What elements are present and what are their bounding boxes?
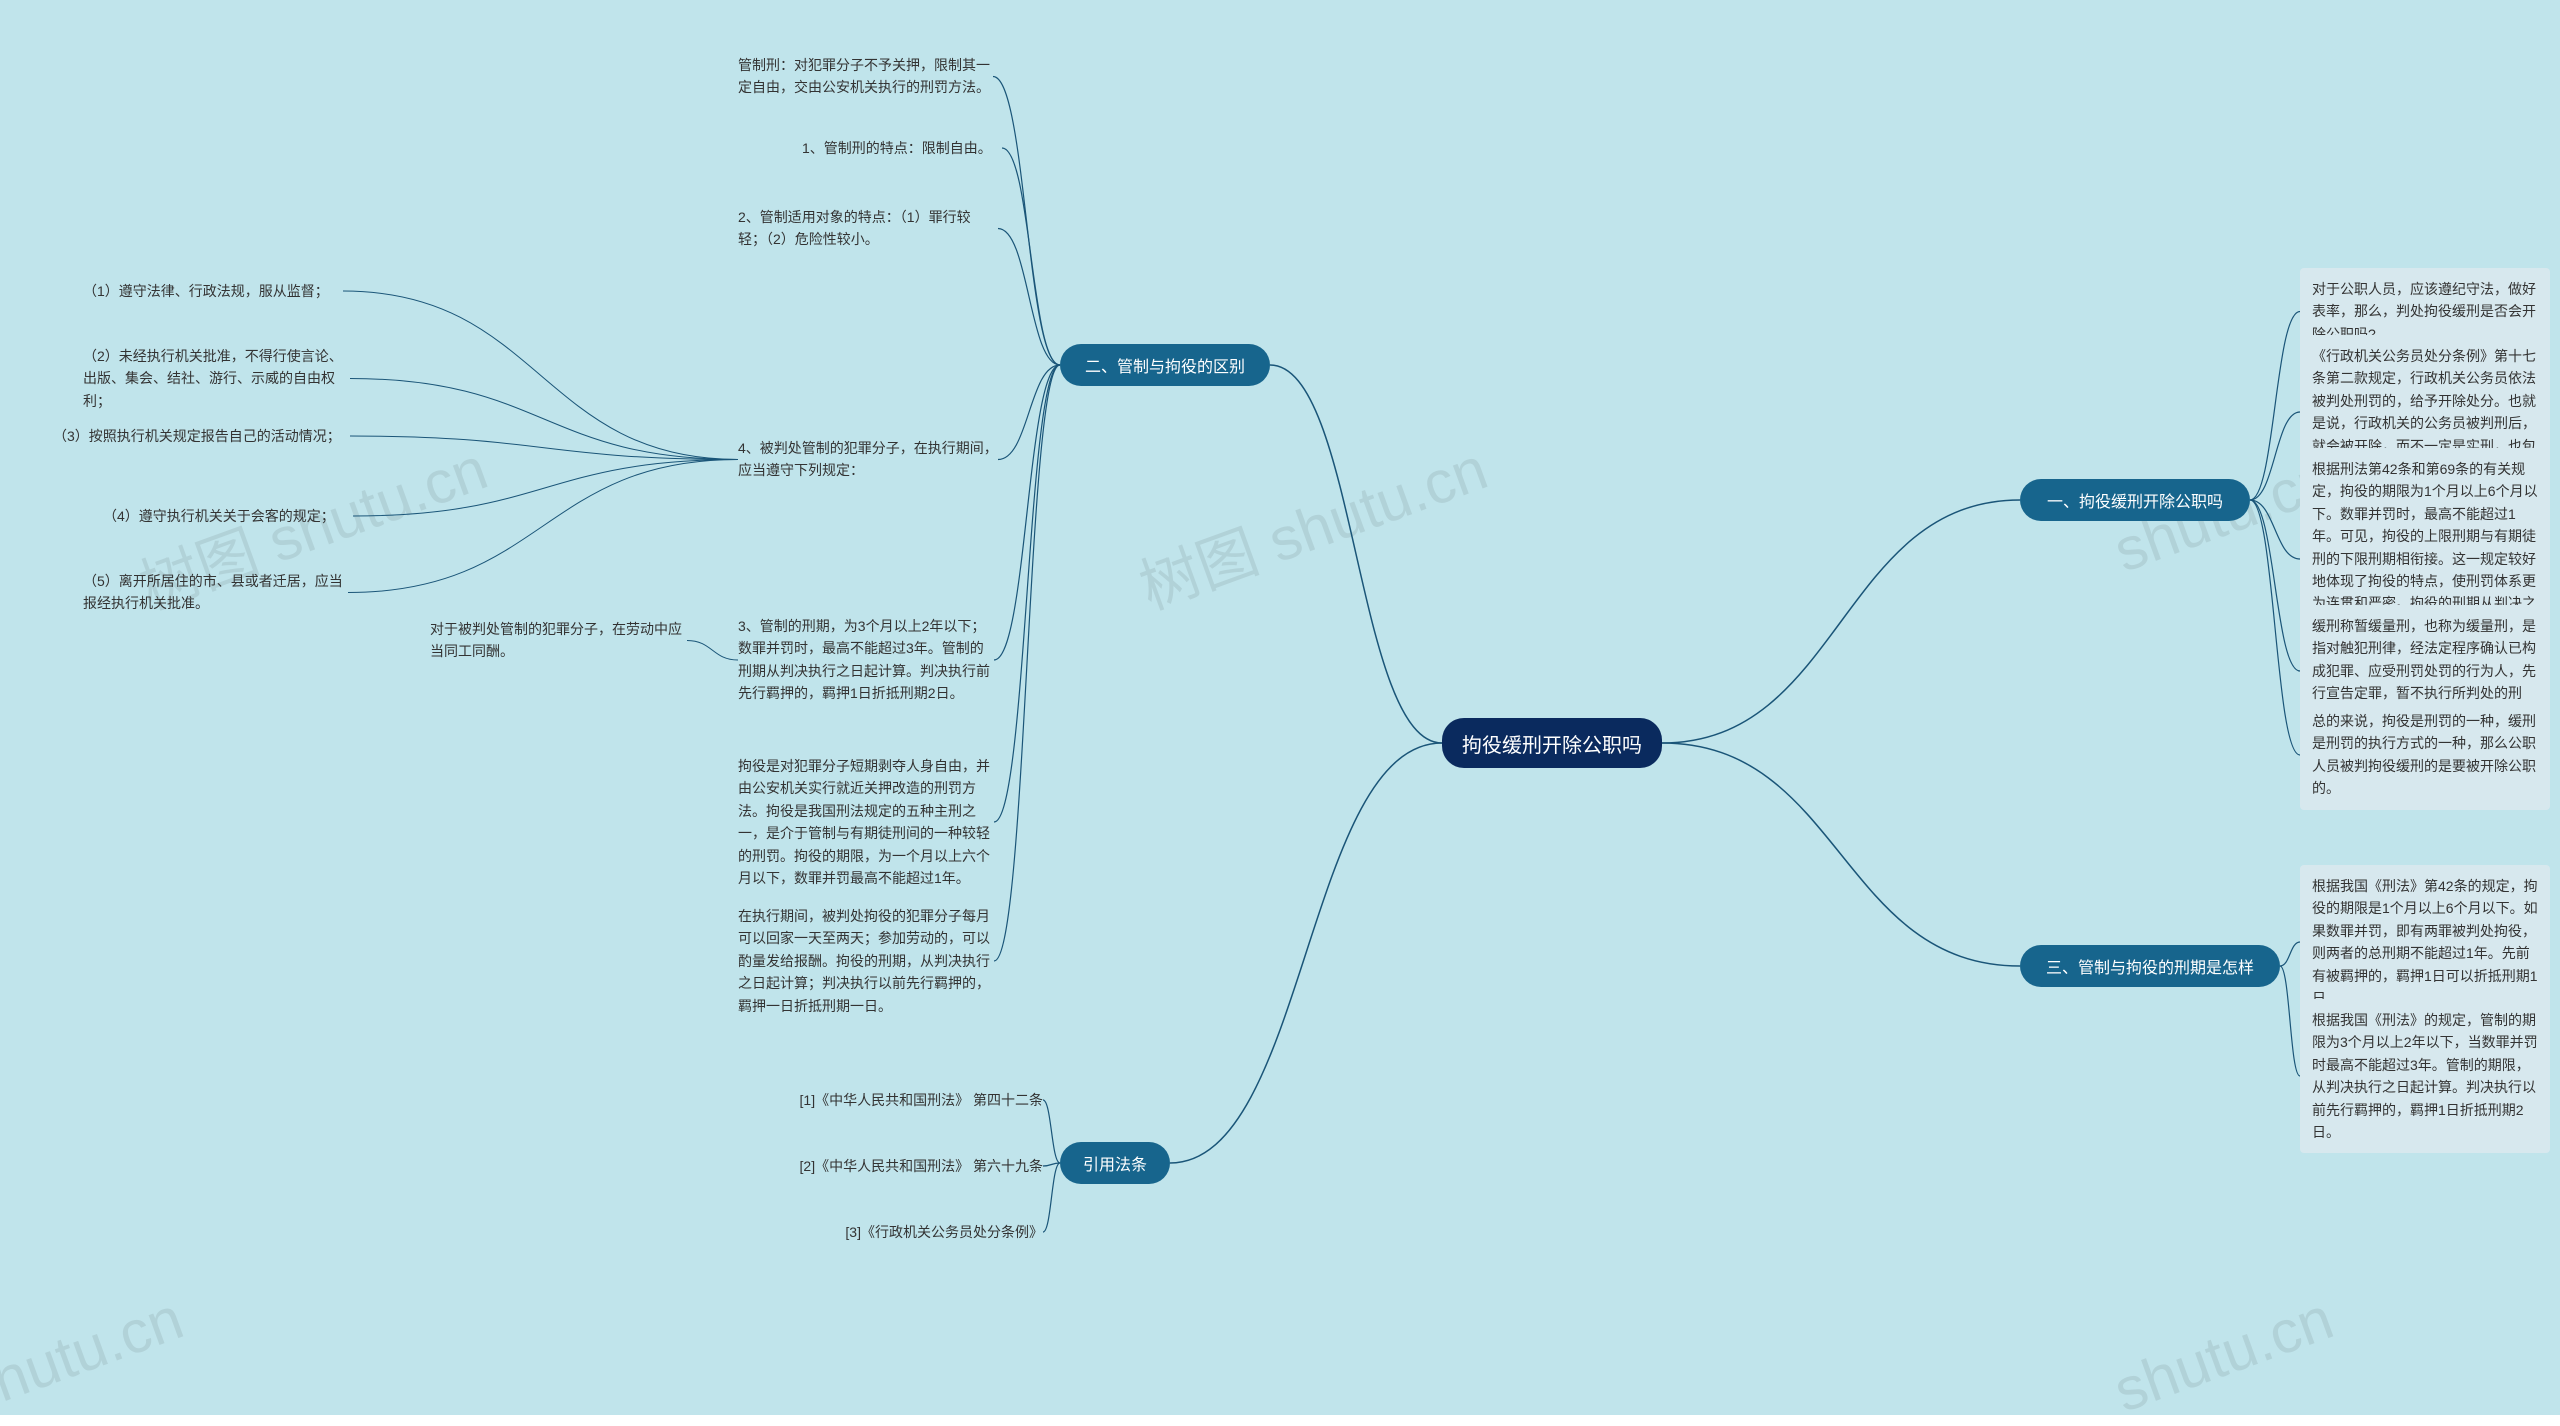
center-node[interactable]: 拘役缓刑开除公职吗 [1442,718,1662,768]
leaf-node: 总的来说，拘役是刑罚的一种，缓刑是刑罚的执行方式的一种，那么公职人员被判拘役缓刑… [2300,700,2550,810]
leaf-node: 在执行期间，被判处拘役的犯罪分子每月可以回家一天至两天；参加劳动的，可以酌量发给… [738,905,994,1017]
canvas-background [0,0,2560,1415]
leaf-node: [1]《中华人民共和国刑法》 第四十二条 [783,1089,1043,1111]
leaf-node: 1、管制刑的特点：限制自由。 [802,137,1002,159]
leaf-node: 根据我国《刑法》第42条的规定，拘役的期限是1个月以上6个月以下。如果数罪并罚，… [2300,865,2550,1019]
leaf-node: 根据我国《刑法》的规定，管制的期限为3个月以上2年以下，当数罪并罚时最高不能超过… [2300,999,2550,1153]
leaf-node: （4）遵守执行机关关于会客的规定； [103,505,353,527]
branch-node[interactable]: 引用法条 [1060,1142,1170,1184]
leaf-node: 4、被判处管制的犯罪分子，在执行期间，应当遵守下列规定： [738,437,998,482]
leaf-node: （5）离开所居住的市、县或者迁居，应当报经执行机关批准。 [83,570,348,615]
branch-node[interactable]: 三、管制与拘役的刑期是怎样 [2020,945,2280,987]
leaf-node: （2）未经执行机关批准，不得行使言论、出版、集会、结社、游行、示威的自由权利； [83,345,350,412]
leaf-node: [3]《行政机关公务员处分条例》 [838,1221,1043,1243]
branch-node[interactable]: 一、拘役缓刑开除公职吗 [2020,479,2250,521]
leaf-node: 3、管制的刑期，为3个月以上2年以下；数罪并罚时，最高不能超过3年。管制的刑期从… [738,615,994,705]
leaf-node: 管制刑：对犯罪分子不予关押，限制其一定自由，交由公安机关执行的刑罚方法。 [738,54,993,99]
leaf-node: [2]《中华人民共和国刑法》 第六十九条 [783,1155,1043,1177]
leaf-node: （3）按照执行机关规定报告自己的活动情况； [53,425,350,447]
leaf-node: 对于被判处管制的犯罪分子，在劳动中应当同工同酬。 [430,618,687,663]
leaf-node: 拘役是对犯罪分子短期剥夺人身自由，并由公安机关实行就近关押改造的刑罚方法。拘役是… [738,755,994,889]
leaf-node: 2、管制适用对象的特点：（1）罪行较轻；（2）危险性较小。 [738,206,998,251]
leaf-node: （1）遵守法律、行政法规，服从监督； [83,280,343,302]
branch-node[interactable]: 二、管制与拘役的区别 [1060,344,1270,386]
